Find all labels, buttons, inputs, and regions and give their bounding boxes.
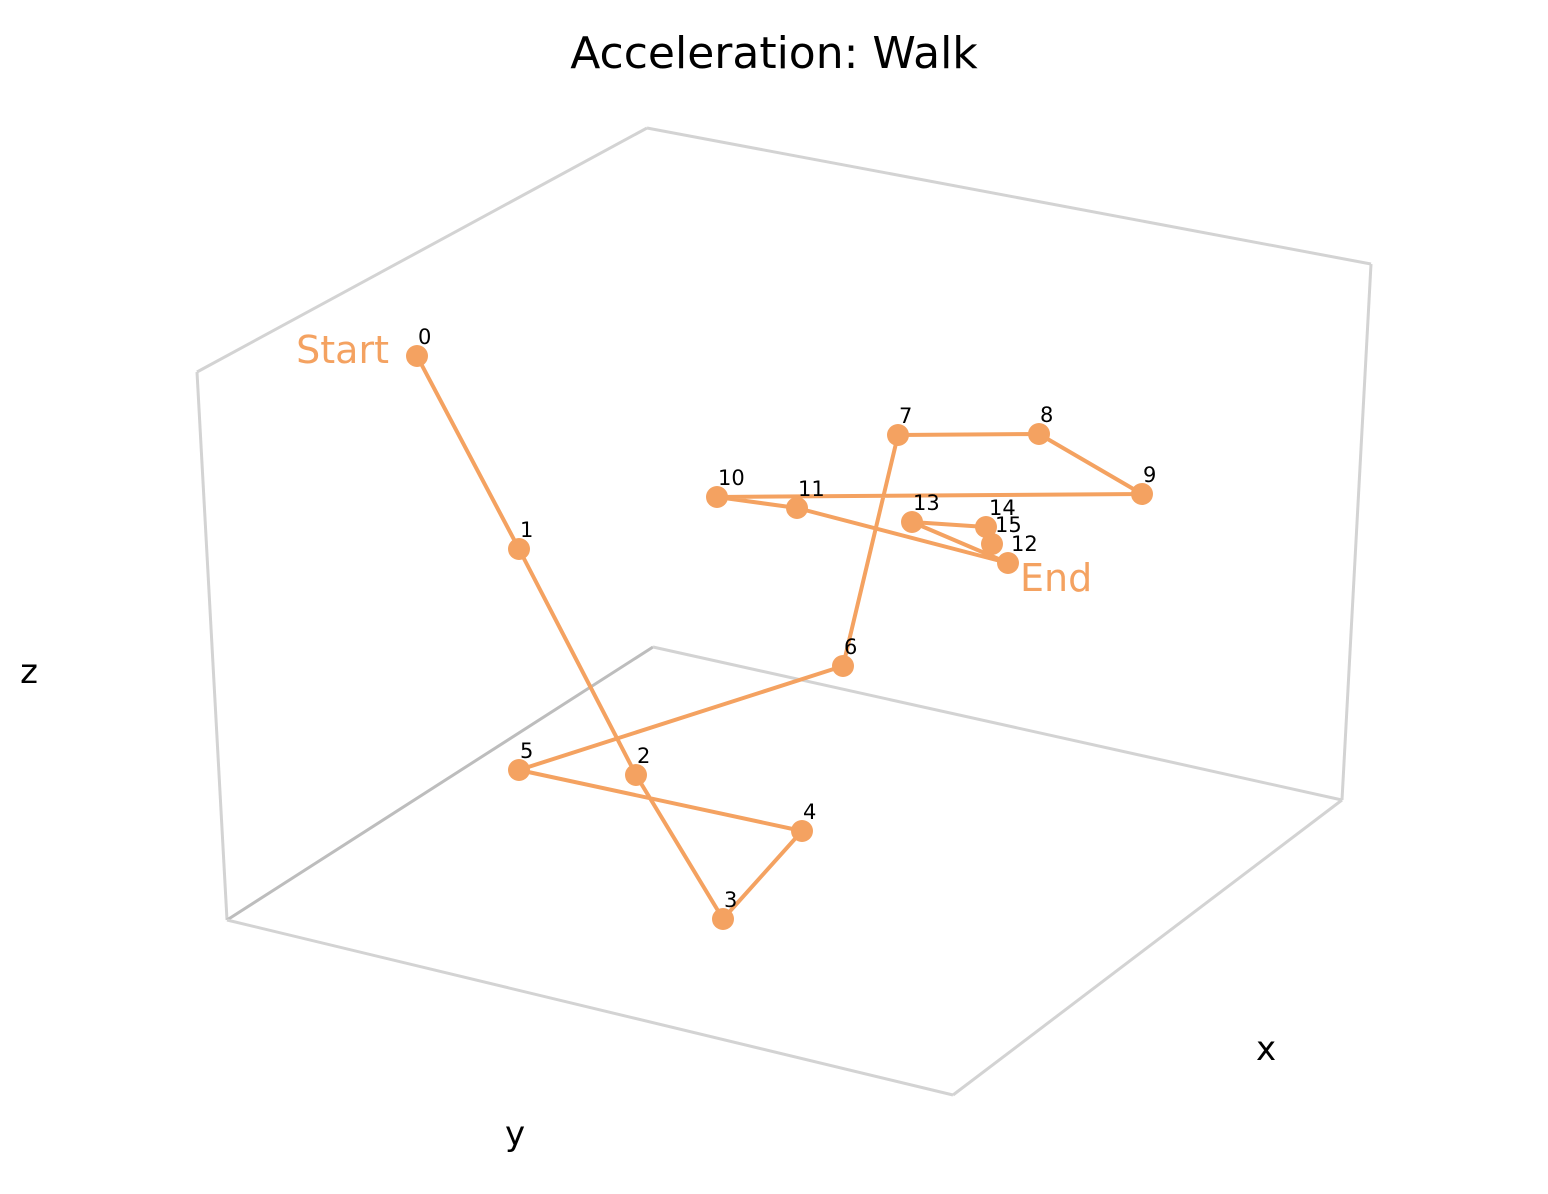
data-point-6 [832,655,854,677]
data-point-14 [975,516,997,538]
box-edge-floor-back [652,645,1343,802]
data-point-13 [901,511,923,533]
data-point-5 [508,759,530,781]
data-point-11 [786,497,808,519]
end-label: End [1020,556,1092,600]
box-edge-right-vertical [1340,263,1373,801]
data-point-8 [1028,423,1050,445]
box-edge-floor-left [226,645,654,922]
data-point-4 [791,820,813,842]
data-point-3 [712,908,734,930]
point-label-15: 15 [995,513,1022,537]
data-point-10 [706,486,728,508]
point-label-3: 3 [724,888,737,912]
point-label-11: 11 [798,477,825,501]
chart-title: Acceleration: Walk [570,28,978,79]
box-edge-top-left [196,126,648,374]
point-label-4: 4 [803,800,816,824]
data-point-7 [887,424,909,446]
series-line [415,355,1144,921]
point-label-14: 14 [989,496,1016,520]
point-label-9: 9 [1143,463,1156,487]
point-label-1: 1 [520,518,533,542]
point-label-7: 7 [899,404,912,428]
axes-box [195,126,1373,1097]
data-point-2 [625,764,647,786]
point-label-12: 12 [1011,532,1038,556]
point-label-13: 13 [913,491,940,515]
box-edge-floor-right [952,798,1343,1097]
point-label-8: 8 [1040,403,1053,427]
data-point-1 [508,538,530,560]
point-label-5: 5 [520,739,533,763]
point-label-10: 10 [718,466,745,490]
x-axis-label: x [1256,1029,1276,1069]
box-edge-left-vertical [195,371,229,921]
data-point-15 [981,533,1003,555]
point-label-2: 2 [637,744,650,768]
z-axis-label: z [20,652,38,692]
point-label-6: 6 [844,635,857,659]
point-label-0: 0 [418,325,431,349]
box-edge-floor-front [226,918,954,1097]
data-point-12 [997,552,1019,574]
data-point-9 [1131,483,1153,505]
y-axis-label: y [505,1114,525,1154]
data-point-0 [406,345,428,367]
box-edge-top-right [646,126,1372,266]
start-label: Start [296,328,389,372]
